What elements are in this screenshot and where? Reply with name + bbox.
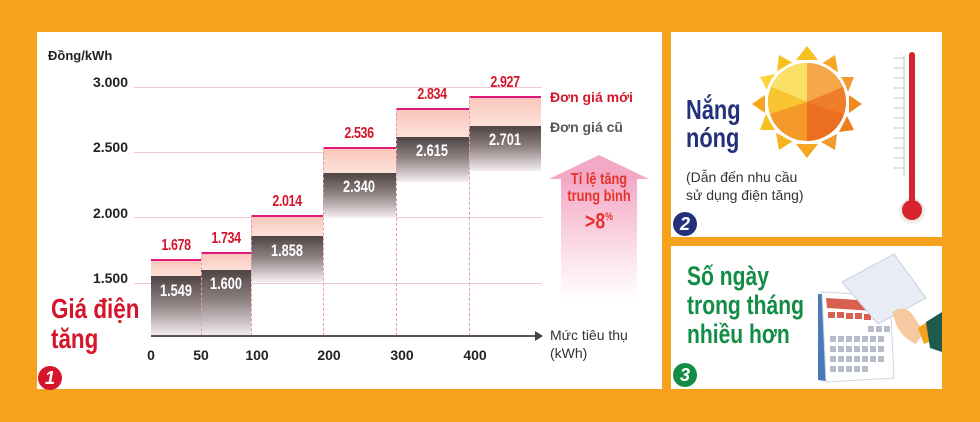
panel2-subtitle: (Dẫn đến nhu cầu sử dụng điện tăng)	[686, 168, 804, 204]
gridline	[134, 283, 542, 284]
arrow-value: >8%	[559, 205, 639, 233]
arrow-value-number: >8	[585, 208, 606, 234]
tick-divider	[469, 96, 470, 336]
headline-line2: tăng	[51, 323, 99, 354]
increase-arrow-body	[561, 179, 637, 301]
badge-3: 3	[673, 363, 697, 387]
gridline	[134, 87, 542, 88]
sun-icon	[752, 46, 862, 158]
bar-old-price	[151, 276, 201, 336]
bar-new-price	[151, 259, 201, 277]
legend-old-price: Đơn giá cũ	[550, 119, 623, 135]
panel2-subtitle-line1: (Dẫn đến nhu cầu	[686, 169, 798, 185]
bar-new-price	[201, 252, 251, 271]
legend-new-price: Đơn giá mới	[550, 89, 633, 105]
tick-divider	[251, 215, 252, 336]
thermometer-icon	[894, 52, 925, 224]
new-price-label: 1.734	[211, 230, 241, 247]
panel3-title-line1: Số ngày	[687, 261, 769, 291]
panel3-title-line3: nhiều hơn	[687, 319, 790, 349]
tick-divider	[396, 108, 397, 336]
bar-new-price	[251, 215, 323, 237]
old-price-label: 1.600	[210, 274, 242, 293]
bar-new-price	[323, 147, 396, 174]
calendar-hand-icon	[818, 253, 942, 383]
bar-old-price	[396, 137, 469, 182]
x-axis-label-line2: (kWh)	[550, 345, 588, 361]
x-axis-label: Mức tiêu thụ (kWh)	[550, 326, 628, 362]
y-tick: 3.000	[92, 74, 128, 90]
x-axis	[151, 335, 535, 337]
tick-divider	[201, 252, 202, 336]
badge-1: 1	[38, 366, 62, 390]
old-price-label: 1.858	[271, 241, 303, 260]
panel1-headline: Giá điện tăng	[51, 294, 139, 354]
new-price-label: 2.536	[344, 125, 374, 142]
bar-old-price	[201, 270, 251, 336]
y-tick: 2.000	[92, 205, 128, 221]
headline-line1: Giá điện	[51, 293, 140, 324]
increase-arrow-icon	[549, 155, 649, 179]
panel2-subtitle-line2: sử dụng điện tăng)	[686, 187, 804, 203]
x-tick: 0	[147, 347, 155, 363]
new-price-label: 2.927	[490, 74, 520, 91]
x-tick: 50	[193, 347, 209, 363]
panel3-title-line2: trong tháng	[687, 290, 804, 320]
y-axis-label: Đồng/kWh	[48, 48, 113, 63]
new-price-label: 1.678	[161, 237, 191, 254]
bar-old-price	[323, 173, 396, 218]
x-axis-label-line1: Mức tiêu thụ	[550, 327, 628, 343]
bar-new-price	[396, 108, 469, 138]
panel2-title-line2: nóng	[686, 122, 740, 153]
old-price-label: 1.549	[160, 281, 192, 300]
y-tick: 2.500	[92, 139, 128, 155]
increase-rate-annotation: Tỉ lệ tăng trung bình >8%	[559, 171, 639, 233]
arrow-text-line1: Tỉ lệ tăng	[570, 171, 628, 188]
panel3-title: Số ngày trong tháng nhiều hơn	[687, 262, 804, 349]
panel2-title: Nắng nóng	[686, 96, 741, 152]
x-axis-arrow-icon	[535, 331, 543, 341]
old-price-label: 2.340	[343, 177, 375, 196]
arrow-text-line2: trung bình	[567, 188, 631, 205]
bar-old-price	[251, 236, 323, 282]
tick-divider	[323, 147, 324, 336]
new-price-label: 2.014	[272, 193, 302, 210]
x-tick: 400	[463, 347, 487, 363]
x-tick: 300	[390, 347, 414, 363]
bar-new-price	[469, 96, 541, 127]
x-tick: 100	[245, 347, 269, 363]
old-price-label: 2.701	[489, 130, 521, 149]
arrow-value-unit: %	[605, 211, 613, 223]
new-price-label: 2.834	[417, 86, 447, 103]
badge-2: 2	[673, 212, 697, 236]
old-price-label: 2.615	[416, 141, 448, 160]
x-tick: 200	[317, 347, 341, 363]
panel2-title-line1: Nắng	[686, 94, 741, 125]
bar-old-price	[469, 126, 541, 171]
y-tick: 1.500	[92, 270, 128, 286]
